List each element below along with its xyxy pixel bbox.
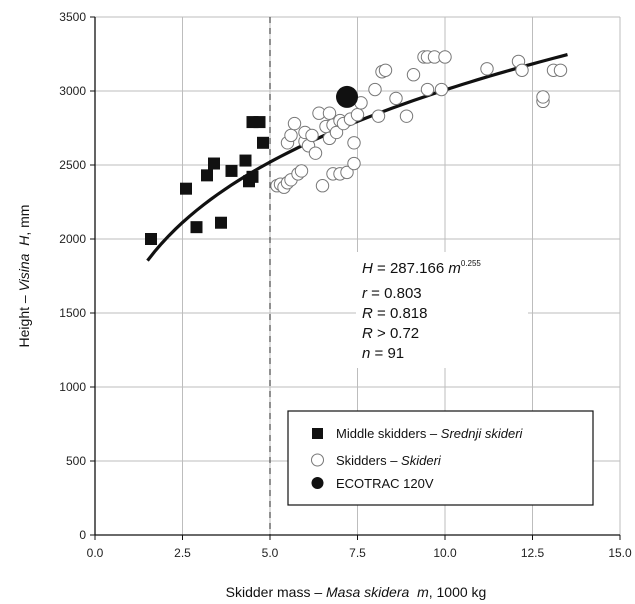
y-tick-label: 1000 — [59, 380, 86, 394]
legend-label-ecotrac: ECOTRAC 120V — [336, 476, 434, 491]
legend-label-skidders: Skidders – Skideri — [336, 453, 442, 468]
fit-annotation: H = 287.166 m0.255 r = 0.803 R = 0.818 R… — [356, 252, 528, 368]
point-middle-skidder — [225, 164, 238, 177]
point-skidder — [515, 63, 529, 77]
legend-marker-open-circle — [311, 453, 324, 467]
point-skidder — [434, 82, 449, 97]
x-tick-label: 0.0 — [87, 546, 104, 560]
tick-labels: 0.0 2.5 5.0 7.5 10.0 12.5 15.0 0 500 1000 1500 2000… — [59, 10, 632, 560]
annotation-R: R = 0.818 — [362, 305, 427, 322]
x-tick-label: 5.0 — [262, 546, 279, 560]
point-skidder — [480, 62, 494, 76]
x-tick-label: 10.0 — [433, 546, 457, 560]
point-skidder — [371, 109, 386, 123]
y-tick-label: 1500 — [59, 306, 86, 320]
point-middle-skidder — [253, 116, 266, 129]
legend: Middle skidders – Srednji skideri Skidde… — [287, 410, 594, 506]
annotation-n: n = 91 — [362, 345, 404, 362]
point-ecotrac — [336, 85, 358, 108]
point-skidder — [308, 146, 323, 160]
point-skidder — [287, 116, 302, 131]
legend-label-middle-skidders: Middle skidders – Srednji skideri — [336, 426, 524, 441]
point-skidder — [350, 107, 365, 122]
data-points — [145, 50, 568, 245]
y-tick-label: 3000 — [59, 84, 86, 98]
point-skidder — [438, 50, 452, 64]
y-tick-label: 3500 — [59, 10, 86, 24]
point-middle-skidder — [208, 157, 220, 170]
x-tick-label: 7.5 — [349, 546, 366, 560]
point-middle-skidder — [190, 221, 203, 234]
point-skidder — [315, 179, 330, 193]
y-tick-label: 2500 — [59, 158, 86, 172]
point-skidder — [305, 128, 319, 143]
x-tick-label: 12.5 — [521, 546, 545, 560]
fit-equation: H = 287.166 m0.255 — [362, 259, 481, 277]
point-skidder — [284, 128, 298, 143]
point-skidder — [294, 164, 309, 178]
point-skidder — [347, 156, 361, 171]
point-middle-skidder — [239, 154, 252, 167]
point-middle-skidder — [257, 136, 269, 149]
x-axis-label: Skidder mass – Masa skidera m, 1000 kg — [226, 584, 487, 600]
legend-box — [287, 410, 594, 506]
annotation-R-threshold: R > 0.72 — [362, 325, 419, 342]
point-skidder — [389, 91, 403, 106]
point-middle-skidder — [180, 182, 192, 195]
y-tick-label: 500 — [66, 454, 86, 468]
x-tick-label: 2.5 — [174, 546, 191, 560]
point-skidder — [378, 63, 393, 77]
fit-curve — [146, 53, 568, 262]
legend-marker-square — [312, 428, 323, 439]
y-tick-label: 2000 — [59, 232, 86, 246]
point-skidder — [536, 90, 550, 104]
annotation-r: r = 0.803 — [362, 285, 422, 302]
point-skidder — [406, 68, 421, 82]
x-tick-label: 15.0 — [608, 546, 632, 560]
y-axis-label: Height – Visina H, mm — [16, 205, 32, 348]
point-skidder — [420, 82, 435, 97]
legend-marker-filled-circle — [311, 477, 324, 489]
point-middle-skidder — [145, 233, 157, 245]
point-skidder — [347, 136, 361, 150]
annotation-background — [356, 252, 528, 368]
point-skidder — [322, 106, 337, 120]
axes — [90, 16, 621, 540]
point-skidder — [553, 63, 568, 77]
point-middle-skidder — [201, 169, 213, 182]
point-middle-skidder — [215, 216, 227, 229]
fit-curve-group — [146, 53, 568, 262]
point-skidder — [368, 82, 382, 97]
point-skidder — [399, 109, 414, 123]
point-skidder — [340, 165, 354, 180]
point-middle-skidder — [246, 170, 259, 183]
y-tick-label: 0 — [79, 528, 86, 542]
